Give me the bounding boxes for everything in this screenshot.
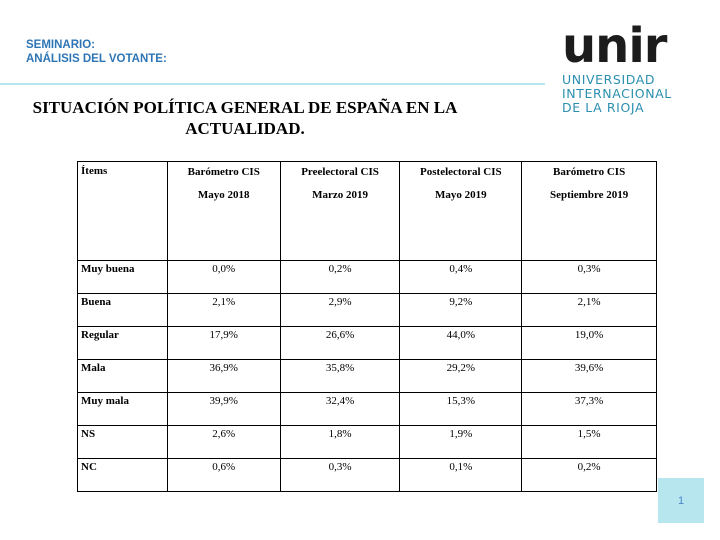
row-label: Mala <box>77 359 168 393</box>
table-cell: 32,4% <box>279 392 401 426</box>
table-row: Muy buena 0,0% 0,2% 0,4% 0,3% <box>77 260 657 294</box>
row-label: NS <box>77 425 168 459</box>
table-cell: 0,1% <box>399 458 523 492</box>
column-header-source: Preelectoral CIS <box>301 166 379 178</box>
table-cell: 2,1% <box>166 293 281 327</box>
table-header-row: Ítems Barómetro CIS Mayo 2018 Preelector… <box>77 161 657 261</box>
column-header: Barómetro CIS Mayo 2018 <box>166 161 281 261</box>
table-cell: 0,4% <box>399 260 523 294</box>
page-number: 1 <box>658 478 704 523</box>
table-cell: 0,0% <box>166 260 281 294</box>
table-row: NC 0,6% 0,3% 0,1% 0,2% <box>77 458 657 492</box>
column-header-source: Barómetro CIS <box>553 166 626 178</box>
table-cell: 26,6% <box>279 326 401 360</box>
table-cell: 15,3% <box>399 392 523 426</box>
logo-line-2: INTERNACIONAL <box>562 86 672 101</box>
table-cell: 2,9% <box>279 293 401 327</box>
row-label: Regular <box>77 326 168 360</box>
table-row: Regular 17,9% 26,6% 44,0% 19,0% <box>77 326 657 360</box>
table-cell: 35,8% <box>279 359 401 393</box>
row-label: NC <box>77 458 168 492</box>
header-divider <box>0 83 545 85</box>
logo-line-3: DE LA RIOJA <box>562 100 645 115</box>
table-cell: 17,9% <box>166 326 281 360</box>
column-header-source: Postelectoral CIS <box>420 166 502 178</box>
table-cell: 29,2% <box>399 359 523 393</box>
table-cell: 39,6% <box>521 359 657 393</box>
table-cell: 1,8% <box>279 425 401 459</box>
table-row: NS 2,6% 1,8% 1,9% 1,5% <box>77 425 657 459</box>
table-row: Buena 2,1% 2,9% 9,2% 2,1% <box>77 293 657 327</box>
column-header: Barómetro CIS Septiembre 2019 <box>521 161 657 261</box>
column-header: Postelectoral CIS Mayo 2019 <box>399 161 523 261</box>
table-cell: 2,1% <box>521 293 657 327</box>
table-cell: 9,2% <box>399 293 523 327</box>
slide-title: SITUACIÓN POLÍTICA GENERAL DE ESPAÑA EN … <box>32 98 458 138</box>
row-label: Muy buena <box>77 260 168 294</box>
table-cell: 0,2% <box>521 458 657 492</box>
table-cell: 36,9% <box>166 359 281 393</box>
row-label: Buena <box>77 293 168 327</box>
seminar-subtitle: ANÁLISIS DEL VOTANTE: <box>26 53 167 65</box>
table-cell: 2,6% <box>166 425 281 459</box>
column-header-date: Marzo 2019 <box>312 189 368 201</box>
table-cell: 0,3% <box>521 260 657 294</box>
row-label: Muy mala <box>77 392 168 426</box>
column-header-date: Septiembre 2019 <box>549 189 629 201</box>
table-cell: 1,5% <box>521 425 657 459</box>
table-cell: 0,6% <box>166 458 281 492</box>
column-header-date: Mayo 2019 <box>435 189 487 201</box>
results-table: Ítems Barómetro CIS Mayo 2018 Preelector… <box>77 161 657 492</box>
column-header-date: Mayo 2018 <box>197 189 250 201</box>
column-header-source: Barómetro CIS <box>187 166 260 178</box>
table-cell: 19,0% <box>521 326 657 360</box>
seminar-label: SEMINARIO: <box>26 39 95 51</box>
table-row: Muy mala 39,9% 32,4% 15,3% 37,3% <box>77 392 657 426</box>
table-row: Mala 36,9% 35,8% 29,2% 39,6% <box>77 359 657 393</box>
logo-line-1: UNIVERSIDAD <box>562 72 656 87</box>
table-cell: 0,3% <box>279 458 401 492</box>
seminar-header: SEMINARIO: ANÁLISIS DEL VOTANTE: <box>26 38 167 66</box>
table-cell: 37,3% <box>521 392 657 426</box>
column-header: Preelectoral CIS Marzo 2019 <box>279 161 401 261</box>
table-cell: 39,9% <box>166 392 281 426</box>
table-cell: 1,9% <box>399 425 523 459</box>
items-column-header: Ítems <box>77 161 168 261</box>
table-cell: 44,0% <box>399 326 523 360</box>
logo-wordmark: unir <box>562 18 667 74</box>
table-cell: 0,2% <box>279 260 401 294</box>
unir-logo: unir UNIVERSIDAD INTERNACIONAL DE LA RIO… <box>562 20 712 116</box>
